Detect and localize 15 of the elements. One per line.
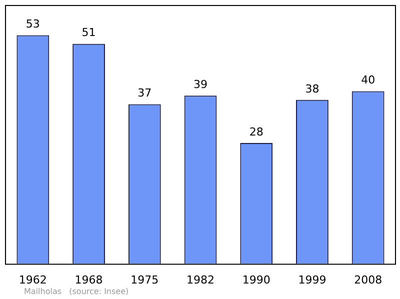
data-label: 51 [82,26,96,40]
text: Mailholas (source: Insee) [24,287,129,296]
data-label: 40 [361,74,376,87]
data-label: 39 [194,78,208,91]
x-tick-label: 1999 [298,273,326,286]
data-label: 37 [138,86,152,100]
x-tick-label: 1968 [74,273,103,286]
x-tick-label: 1982 [186,273,214,286]
x-tick-label: 1962 [18,273,47,286]
x-tick-label: 1990 [242,273,270,286]
x-tick-label: 1975 [130,273,159,286]
data-label: 28 [249,125,264,138]
data-label: 53 [26,18,40,31]
data-label: 38 [305,82,320,96]
x-tick-label: 2008 [354,273,382,286]
